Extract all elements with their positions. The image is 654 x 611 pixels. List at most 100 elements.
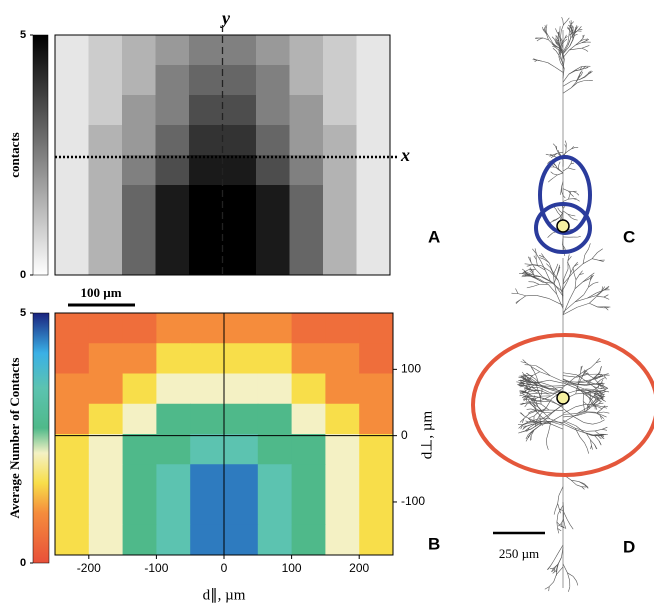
heatmap-cell: [323, 95, 357, 126]
heatmap-cell: [292, 434, 326, 465]
heatmap-cell: [55, 125, 89, 156]
panel-label: C: [623, 227, 635, 246]
dendrite: [577, 81, 583, 83]
heatmap-cell: [55, 65, 89, 96]
dendrite: [559, 30, 560, 35]
dendrite: [536, 295, 548, 298]
dendrite: [554, 175, 558, 178]
heatmap-cell: [123, 404, 157, 435]
dendrite: [533, 282, 539, 284]
heatmap-cell: [223, 65, 257, 96]
dendrite: [563, 519, 564, 524]
dendrite: [560, 192, 561, 195]
heatmap-cell: [256, 245, 290, 276]
colorbar-tick-label: 5: [20, 29, 26, 41]
dendrite: [563, 307, 577, 315]
heatmap-cell: [290, 65, 324, 96]
dendrite: [565, 141, 566, 144]
heatmap-cell: [156, 125, 190, 156]
dendrite: [569, 289, 575, 300]
dendrite: [553, 48, 556, 51]
dendrite: [602, 429, 607, 430]
dendrite: [553, 174, 557, 175]
heatmap-cell: [156, 495, 190, 526]
heatmap-cell: [258, 313, 292, 344]
heatmap-cell: [256, 95, 290, 126]
heatmap-cell: [190, 525, 224, 556]
dendrite: [536, 254, 540, 261]
y-tick-label: 0: [401, 428, 408, 442]
dendrite: [594, 379, 598, 384]
dendrite: [519, 395, 524, 396]
dendrite: [521, 413, 525, 417]
dendrite: [535, 60, 538, 62]
heatmap-cell: [223, 215, 257, 246]
dendrite: [568, 168, 572, 169]
heatmap-cell: [190, 313, 224, 344]
heatmap-cell: [325, 495, 359, 526]
dendrite: [561, 25, 563, 31]
heatmap-cell: [55, 495, 89, 526]
heatmap-cell: [55, 374, 89, 405]
heatmap-cell: [290, 215, 324, 246]
heatmap-cell: [123, 343, 157, 374]
dendrite: [555, 67, 563, 73]
heatmap-cell: [256, 65, 290, 96]
line-label: y: [220, 8, 231, 28]
dendrite: [563, 376, 577, 378]
heatmap-cell: [89, 404, 123, 435]
heatmap-cell: [292, 404, 326, 435]
heatmap-cell: [325, 343, 359, 374]
heatmap-cell: [325, 525, 359, 556]
dendrite: [520, 296, 526, 300]
dendrite: [551, 172, 554, 174]
heatmap-cell: [292, 495, 326, 526]
dendrite: [563, 211, 568, 214]
y-tick-label: -100: [401, 494, 425, 508]
dendrite: [582, 48, 586, 50]
dendrite: [559, 487, 563, 496]
heatmap-cell: [224, 464, 258, 495]
dendrite: [563, 199, 569, 201]
dendrite: [567, 18, 570, 21]
heatmap-cell: [89, 125, 123, 156]
heatmap-cell: [156, 185, 190, 216]
heatmap-cell: [357, 155, 391, 186]
heatmap-cell: [55, 404, 89, 435]
dendrite: [571, 82, 576, 87]
dendrite: [534, 412, 539, 416]
dendrite: [516, 288, 519, 293]
heatmap-cell: [89, 155, 123, 186]
dendrite: [553, 144, 555, 146]
dendrite: [573, 198, 576, 199]
dendrite: [591, 445, 592, 449]
dendrite: [556, 51, 559, 55]
dendrite: [583, 39, 586, 40]
dendrite: [573, 577, 576, 582]
heatmap-cell: [123, 464, 157, 495]
colorbar-tick-label: 5: [20, 307, 26, 319]
dendrite: [585, 249, 589, 255]
dendrite: [556, 209, 558, 212]
heatmap-cell: [290, 35, 324, 66]
heatmap-cell: [223, 35, 257, 66]
heatmap-cell: [156, 245, 190, 276]
heatmap-cell: [357, 215, 391, 246]
dendrite: [576, 43, 582, 45]
dendrite: [598, 407, 602, 409]
dendrite: [539, 257, 544, 259]
dendrite: [583, 255, 585, 264]
heatmap-cell: [223, 155, 257, 186]
dendrite: [520, 386, 524, 387]
heatmap-cell: [290, 245, 324, 276]
dendrite: [567, 149, 571, 152]
heatmap-cell: [123, 374, 157, 405]
heatmap-cell: [359, 343, 393, 374]
dendrite: [574, 417, 584, 423]
dendrite: [527, 287, 533, 288]
dendrite: [604, 375, 607, 379]
dendrite: [585, 443, 588, 449]
dendrite: [549, 587, 550, 591]
x-tick-label: 100: [282, 561, 302, 575]
heatmap-cell: [256, 125, 290, 156]
